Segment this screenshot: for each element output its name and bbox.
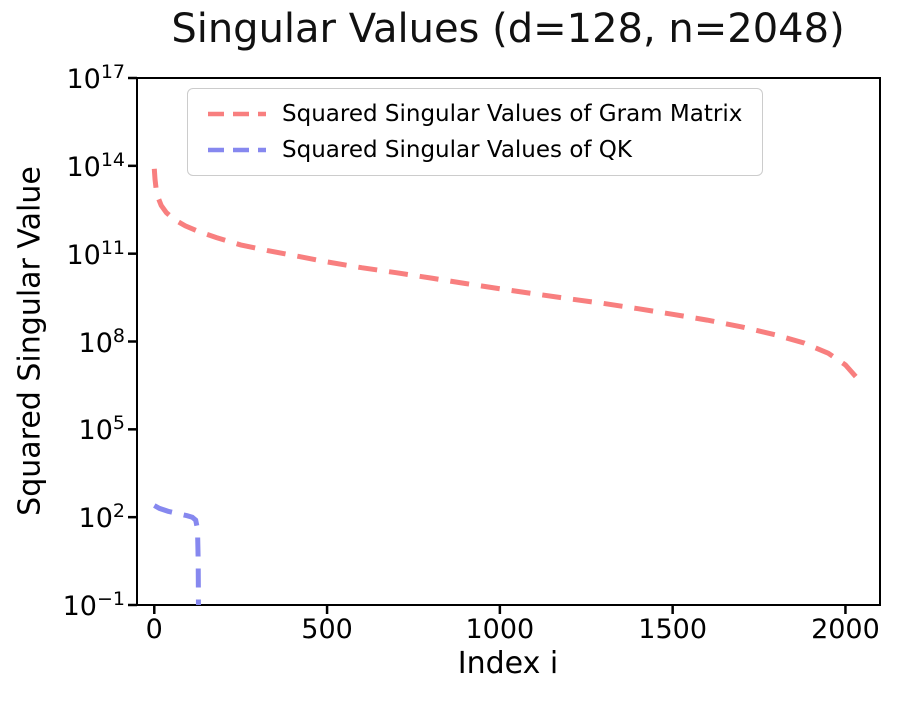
y-tick-label: 10−1 bbox=[62, 588, 125, 622]
legend-dash-qk-icon bbox=[208, 147, 266, 153]
x-tick-label: 0 bbox=[145, 614, 163, 645]
y-tick-label: 102 bbox=[78, 500, 125, 535]
legend: Squared Singular Values of Gram Matrix S… bbox=[187, 88, 764, 176]
series-curve-1 bbox=[151, 168, 864, 389]
y-tick-label: 1014 bbox=[66, 148, 125, 183]
y-tick-label: 108 bbox=[78, 324, 125, 359]
x-tick-label: 2000 bbox=[811, 614, 880, 645]
x-tick-label: 1000 bbox=[465, 614, 535, 645]
legend-item-qk: Squared Singular Values of QK bbox=[208, 137, 742, 163]
legend-dash-gram-icon bbox=[208, 111, 266, 117]
y-tick-label: 1017 bbox=[66, 61, 125, 95]
y-tick-label: 1011 bbox=[66, 236, 125, 271]
series-curve-2 bbox=[153, 503, 201, 605]
y-tick-label: 105 bbox=[78, 412, 125, 447]
legend-label-qk: Squared Singular Values of QK bbox=[282, 137, 632, 163]
legend-item-gram: Squared Singular Values of Gram Matrix bbox=[208, 101, 742, 127]
chart-title: Singular Values (d=128, n=2048) bbox=[171, 6, 845, 52]
legend-label-gram: Squared Singular Values of Gram Matrix bbox=[282, 101, 743, 127]
x-axis-label: Index i bbox=[457, 646, 559, 681]
x-tick-label: 500 bbox=[301, 614, 353, 645]
x-tick-label: 1500 bbox=[638, 614, 707, 645]
